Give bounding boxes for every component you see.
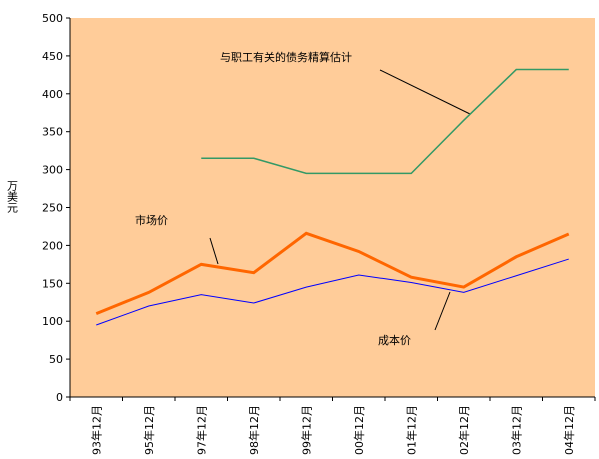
series-annotation: 市场价: [135, 213, 168, 227]
x-tick-label: 98年12月: [247, 405, 261, 455]
y-axis-label: 万美元: [6, 180, 19, 213]
y-tick-label: 300: [42, 164, 63, 177]
plot-area: [70, 18, 595, 397]
series-annotation: 成本价: [378, 333, 411, 347]
series-line: [95, 231, 570, 316]
y-tick-label: 450: [42, 50, 63, 63]
x-tick-label: 99年12月: [299, 405, 313, 455]
y-tick-label: 50: [49, 353, 63, 366]
y-tick-label: 350: [42, 126, 63, 139]
y-tick-label: 200: [42, 239, 63, 252]
x-tick-label: 01年12月: [404, 405, 418, 455]
x-tick-label: 00年12月: [352, 405, 366, 455]
leader-line: [434, 291, 451, 331]
series-line: [96, 258, 569, 326]
x-tick-label: 97年12月: [194, 405, 208, 455]
y-tick-label: 0: [56, 391, 63, 404]
x-tick-label: 95年12月: [142, 405, 156, 455]
y-tick-label: 400: [42, 88, 63, 101]
x-tick-label: 04年12月: [562, 405, 576, 455]
y-tick-label: 250: [42, 202, 63, 215]
x-tick-label: 03年12月: [509, 405, 523, 455]
y-tick-label: 500: [42, 12, 63, 25]
y-tick-label: 100: [42, 315, 63, 328]
leader-line: [379, 69, 471, 115]
series-annotation: 与职工有关的债务精算估计: [220, 50, 352, 64]
y-tick-label: 150: [42, 277, 63, 290]
x-tick-label: 93年12月: [89, 405, 103, 455]
leader-line: [209, 237, 219, 265]
x-tick-label: 02年12月: [457, 405, 471, 455]
series-line: [201, 68, 569, 175]
